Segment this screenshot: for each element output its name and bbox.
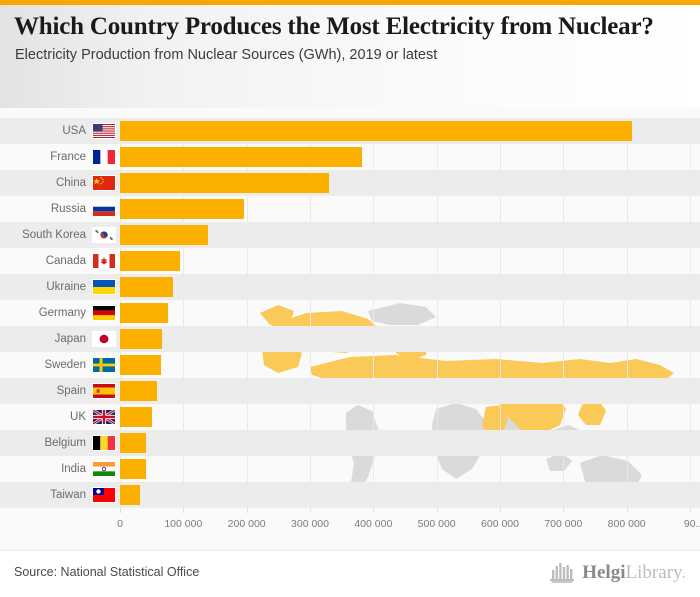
bar-row[interactable]: USA: [0, 118, 700, 144]
flag-icon-india: [92, 461, 116, 477]
bar-row[interactable]: South Korea: [0, 222, 700, 248]
bar-row[interactable]: Canada: [0, 248, 700, 274]
x-axis-tick-label: 400 000: [354, 518, 393, 530]
flag-icon-uk: [92, 409, 116, 425]
x-axis-tick-label: 100 000: [164, 518, 203, 530]
country-label: Japan: [54, 333, 86, 345]
logo-dot: .: [681, 561, 686, 583]
bar[interactable]: [120, 485, 140, 505]
x-axis-tick-label: 300 000: [291, 518, 329, 530]
bar[interactable]: [120, 199, 245, 219]
bar-row[interactable]: Japan: [0, 326, 700, 352]
logo-library: Library: [625, 561, 682, 583]
country-label: Spain: [56, 385, 86, 397]
flag-icon-usa: [92, 123, 116, 139]
top-accent-bar: [0, 0, 700, 5]
country-label: Russia: [50, 203, 86, 215]
bar-row[interactable]: Ukraine: [0, 274, 700, 300]
flag-icon-ukraine: [92, 279, 116, 295]
x-axis-tick-label: 90...: [683, 518, 700, 530]
bar-row[interactable]: UK: [0, 404, 700, 430]
flag-icon-germany: [92, 305, 116, 321]
country-label: Belgium: [44, 437, 86, 449]
x-axis-tick-label: 200 000: [227, 518, 266, 530]
flag-icon-belgium: [92, 435, 116, 451]
bar-row[interactable]: Taiwan: [0, 482, 700, 508]
bar[interactable]: [120, 173, 329, 193]
chart-plot-area: USA France China Russia South Korea Canada Ukr…: [0, 108, 700, 550]
bar[interactable]: [120, 147, 362, 167]
bar-row[interactable]: Sweden: [0, 352, 700, 378]
x-axis-tick-label: 800 000: [607, 518, 646, 530]
bar-row[interactable]: China: [0, 170, 700, 196]
page-title: Which Country Produces the Most Electric…: [14, 13, 654, 40]
helgi-library-logo[interactable]: HelgiLibrary.: [550, 561, 686, 583]
bar[interactable]: [120, 251, 181, 271]
bar[interactable]: [120, 459, 146, 479]
page-subtitle: Electricity Production from Nuclear Sour…: [15, 47, 438, 63]
bar-row[interactable]: Russia: [0, 196, 700, 222]
flag-icon-taiwan: [92, 487, 116, 503]
chart-footer: Source: National Statistical Office: [0, 550, 700, 597]
country-label: Germany: [38, 307, 86, 319]
logo-wordmark: HelgiLibrary.: [582, 563, 686, 582]
flag-icon-france: [92, 149, 116, 165]
bar-row[interactable]: India: [0, 456, 700, 482]
flag-icon-japan: [92, 331, 116, 347]
bar[interactable]: [120, 381, 157, 401]
x-axis-tick-label: 600 000: [481, 518, 519, 530]
x-axis-tick-label: 700 000: [544, 518, 583, 530]
bar-row[interactable]: Spain: [0, 378, 700, 404]
chart-header: Which Country Produces the Most Electric…: [0, 5, 700, 108]
bar-row[interactable]: Belgium: [0, 430, 700, 456]
country-label: India: [61, 463, 86, 475]
flag-icon-canada: [92, 253, 116, 269]
flag-icon-sweden: [92, 357, 116, 373]
country-label: USA: [62, 125, 86, 137]
flag-icon-south-korea: [92, 227, 116, 243]
bar-row[interactable]: Germany: [0, 300, 700, 326]
flag-icon-russia: [92, 201, 116, 217]
bar[interactable]: [120, 433, 146, 453]
country-label: UK: [70, 411, 86, 423]
country-label: Canada: [45, 255, 86, 267]
x-axis: 0 100 000 200 000 300 000 400 000 500 000 600 …: [0, 518, 700, 538]
country-label: China: [55, 177, 86, 189]
x-axis-tick-label: 0: [117, 518, 123, 530]
bar[interactable]: [120, 277, 173, 297]
country-label: France: [50, 151, 86, 163]
library-building-icon: [550, 561, 576, 583]
bar[interactable]: [120, 355, 162, 375]
x-axis-tick-label: 500 000: [417, 518, 456, 530]
country-label: Sweden: [44, 359, 86, 371]
bar[interactable]: [120, 121, 632, 141]
country-label: Taiwan: [50, 489, 86, 501]
bar-row[interactable]: France: [0, 144, 700, 170]
bar[interactable]: [120, 225, 209, 245]
bar[interactable]: [120, 407, 153, 427]
flag-icon-china: [92, 175, 116, 191]
source-note: Source: National Statistical Office: [14, 565, 200, 579]
bar-rows: USA France China Russia South Korea Canada Ukr…: [0, 118, 700, 508]
logo-helgi: Helgi: [582, 561, 626, 583]
flag-icon-spain: [92, 383, 116, 399]
country-label: South Korea: [22, 229, 86, 241]
bar[interactable]: [120, 303, 168, 323]
bar[interactable]: [120, 329, 163, 349]
country-label: Ukraine: [46, 281, 86, 293]
